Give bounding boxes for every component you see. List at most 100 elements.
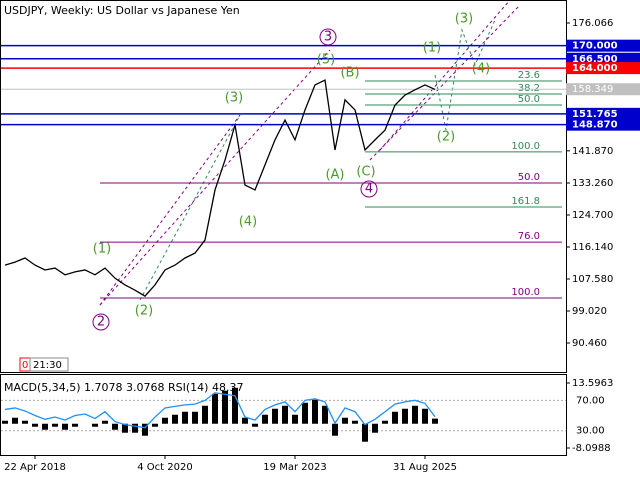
wave-label: (1) [93,242,111,257]
timer-badge: 0 [22,360,28,371]
macd-bar [112,423,118,430]
macd-bar [372,423,378,433]
level-label: 164.000 [572,63,618,74]
price-line [4,79,436,297]
y-tick-label: 124.700 [572,210,613,221]
wave-label: (4) [239,215,257,230]
wave-label: (2) [135,304,153,319]
x-tick-label: 19 Mar 2023 [263,462,326,473]
chart-title: USDJPY, Weekly: US Dollar vs Japanese Ye… [4,4,240,17]
macd-bar [282,405,288,424]
y-tick-label: 13.5963 [572,378,613,389]
macd-bar [422,408,428,424]
macd-bar [222,390,228,424]
y-tick-label: 141.870 [572,146,613,157]
channel-line [379,0,511,151]
macd-bar [12,417,18,424]
wave-label: (B) [340,66,359,81]
wave-label: (3) [225,91,243,106]
macd-bar [102,420,108,424]
y-tick-label: 99.020 [572,306,607,317]
y-tick-label: 90.460 [572,338,607,349]
macd-bar [252,423,258,427]
macd-bar [412,405,418,424]
macd-bar [122,423,128,433]
rsi-line [4,392,436,429]
channel-line [99,114,241,306]
macd-bar [292,414,298,424]
macd-bar [32,423,38,427]
indicator-title: MACD(5,34,5) 1.7078 3.0768 RSI(14) 48.37 [4,381,243,394]
macd-bar [22,420,28,424]
y-tick-label: 107.580 [572,274,613,285]
level-label: 151.765 [572,109,618,120]
y-tick-label: -8.0988 [572,443,611,454]
fib-label: 23.6 [518,70,540,81]
macd-bar [72,423,78,427]
macd-bar [2,420,8,424]
wave-label: 3 [324,30,332,45]
level-box [566,52,640,65]
timer: 21:30 [33,360,62,371]
macd-bar [182,411,188,424]
macd-bar [272,408,278,424]
macd-bar [92,423,98,427]
x-tick-label: 22 Apr 2018 [4,462,66,473]
macd-bar [322,405,328,424]
wave-label: 2 [97,315,105,330]
macd-bar [162,417,168,424]
wave-circle [319,28,337,46]
level-box [566,62,640,75]
x-tick-label: 4 Oct 2020 [137,462,192,473]
macd-bar [62,423,68,430]
macd-bar [192,411,198,424]
macd-bar [132,423,138,433]
macd-bar [402,408,408,424]
fib-label: 100.0 [511,141,540,152]
level-box [566,107,640,120]
macd-bar [312,399,318,424]
macd-bar [172,414,178,424]
y-tick-label: 116.140 [572,242,613,253]
channel-line [99,49,331,306]
macd-bar [302,402,308,424]
main-frame [0,0,567,373]
y2-tick-label: 70.00 [576,395,605,406]
level-box [566,118,640,131]
macd-bar [202,405,208,424]
wave-label: (4) [472,62,490,77]
macd-bar [142,423,148,436]
fib-label: 50.0 [518,172,540,183]
macd-bar [392,411,398,424]
y2-tick-label: 30.00 [576,426,605,437]
wave-label: (5) [317,53,335,68]
wave-circle [360,180,378,198]
wave-label: 4 [365,182,373,197]
wave-label: (A) [325,168,344,183]
current-price-label: 158.349 [572,84,613,95]
macd-bar [212,393,218,424]
macd-bar [242,417,248,424]
y-tick-label: 133.260 [572,178,613,189]
channel-line [139,114,241,301]
current-price-box [566,83,640,96]
level-label: 148.870 [572,120,618,131]
macd-bar [352,420,358,424]
wave-label: (3) [455,12,473,27]
macd-bar [42,423,48,430]
macd-bar [332,423,338,436]
fib-label: 50.0 [518,94,540,105]
level-box [566,39,640,52]
x-tick-label: 31 Aug 2025 [393,462,457,473]
fib-label: 100.0 [511,287,540,298]
wave-label: (2) [437,130,455,145]
macd-bar [262,414,268,424]
y-tick-label: 176.066 [572,18,613,29]
wave-label: (C) [356,165,375,180]
level-label: 166.500 [572,54,618,65]
macd-bar [232,387,238,424]
projection [434,19,496,131]
macd-bar [432,418,438,424]
